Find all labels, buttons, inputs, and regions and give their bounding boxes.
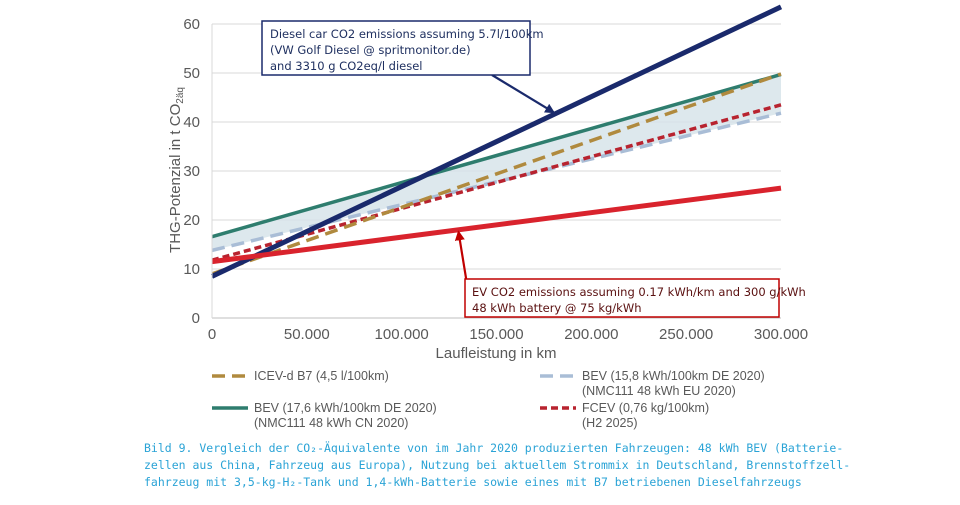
x-tick-label: 200.000 <box>564 326 618 343</box>
x-axis-title: Laufleistung in km <box>436 345 557 362</box>
annotation-text: EV CO2 emissions assuming 0.17 kWh/km an… <box>472 285 806 299</box>
y-tick-label: 20 <box>183 212 200 229</box>
legend-label: FCEV (0,76 kg/100km) <box>582 401 709 415</box>
y-tick-labels: 0 10 20 30 40 50 60 <box>183 16 200 327</box>
annotation-ev: EV CO2 emissions assuming 0.17 kWh/km an… <box>454 230 806 318</box>
y-tick-label: 10 <box>183 261 200 278</box>
co2-line-chart: 0 10 20 30 40 50 60 0 50.000 100.000 150.000 200.0… <box>167 4 808 430</box>
x-tick-label: 100.000 <box>375 326 429 343</box>
y-axis-title: THG-Potenzial in t CO2äq <box>167 87 186 253</box>
x-tick-label: 150.000 <box>469 326 523 343</box>
series-line <box>211 72 782 276</box>
y-axis-title-main: THG-Potenzial in t CO <box>167 104 184 253</box>
annotation-text: and 3310 g CO2eq/l diesel <box>270 59 423 73</box>
series-line <box>210 4 783 279</box>
series-line <box>211 72 782 239</box>
series-lines <box>210 4 783 279</box>
annotation-box <box>464 278 780 318</box>
caption-line: fahrzeug mit 3,5-kg-H₂-Tank und 1,4-kWh-… <box>144 475 802 489</box>
legend-item: BEV (15,8 kWh/100km DE 2020)(NMC111 48 k… <box>540 369 765 398</box>
x-tick-label: 0 <box>208 326 216 343</box>
figure-caption: Bild 9. Vergleich der CO₂-Äquivalente vo… <box>144 440 944 491</box>
y-tick-label: 40 <box>183 114 200 131</box>
legend-label: BEV (15,8 kWh/100km DE 2020) <box>582 369 765 383</box>
x-tick-labels: 0 50.000 100.000 150.000 200.000 250.000 300.0… <box>208 326 808 343</box>
annotations: Diesel car CO2 emissions assuming 5.7l/1… <box>261 20 806 318</box>
annotation-arrow <box>491 74 556 114</box>
legend-label-line2: (NMC111 48 kWh CN 2020) <box>254 416 408 430</box>
legend-label: ICEV-d B7 (4,5 l/100km) <box>254 369 389 383</box>
series-line <box>211 111 782 253</box>
annotation-text: 48 kWh battery @ 75 kg/kWh <box>472 301 642 315</box>
legend-label: BEV (17,6 kWh/100km DE 2020) <box>254 401 437 415</box>
legend-label-line2: (H2 2025) <box>582 416 638 430</box>
legend-label-line2: (NMC111 48 kWh EU 2020) <box>582 384 736 398</box>
annotation-diesel: Diesel car CO2 emissions assuming 5.7l/1… <box>261 20 556 114</box>
series-line <box>211 185 782 265</box>
y-tick-label: 60 <box>183 16 200 33</box>
x-tick-label: 250.000 <box>659 326 713 343</box>
axes <box>211 24 781 319</box>
legend: ICEV-d B7 (4,5 l/100km) BEV (15,8 kWh/100… <box>212 369 765 430</box>
annotation-text: Diesel car CO2 emissions assuming 5.7l/1… <box>270 27 544 41</box>
legend-item: FCEV (0,76 kg/100km)(H2 2025) <box>540 401 709 430</box>
y-tick-label: 30 <box>183 163 200 180</box>
caption-line: zellen aus China, Fahrzeug aus Europa), … <box>144 458 851 472</box>
caption-line: Bild 9. Vergleich der CO₂-Äquivalente vo… <box>144 441 844 455</box>
y-tick-label: 0 <box>192 310 200 327</box>
x-tick-label: 300.000 <box>754 326 808 343</box>
annotation-box <box>261 20 531 76</box>
y-tick-label: 50 <box>183 65 200 82</box>
y-axis-title-subscript: 2äq <box>175 87 186 104</box>
legend-item: ICEV-d B7 (4,5 l/100km) <box>212 369 389 383</box>
annotation-text: (VW Golf Diesel @ spritmonitor.de) <box>270 43 471 57</box>
x-tick-label: 50.000 <box>284 326 330 343</box>
legend-item: BEV (17,6 kWh/100km DE 2020)(NMC111 48 k… <box>212 401 437 430</box>
